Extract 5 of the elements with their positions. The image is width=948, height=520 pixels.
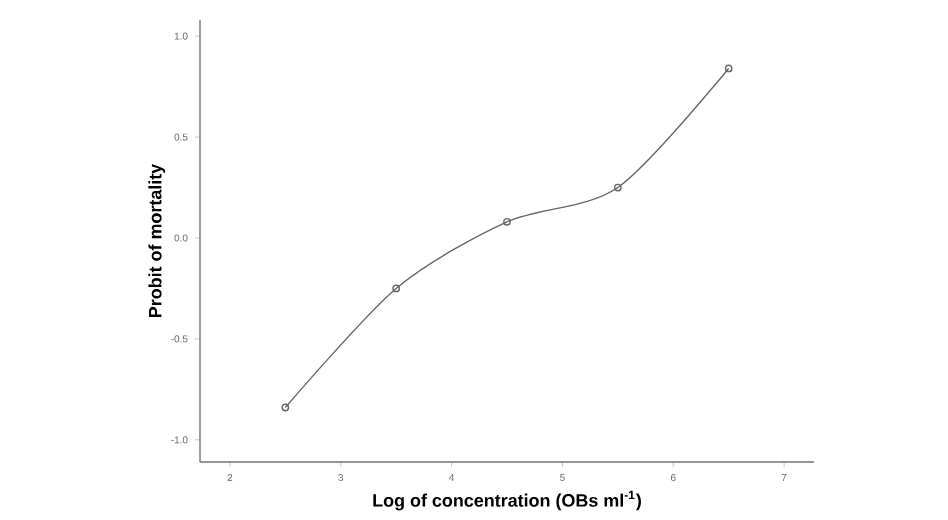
point [392,284,401,293]
y-axis-title: Probit of mortality [148,163,166,318]
x-axis-title: Log of concentration (OBs ml$^{-1}$) [373,490,641,511]
point [503,217,511,226]
point [613,183,622,192]
